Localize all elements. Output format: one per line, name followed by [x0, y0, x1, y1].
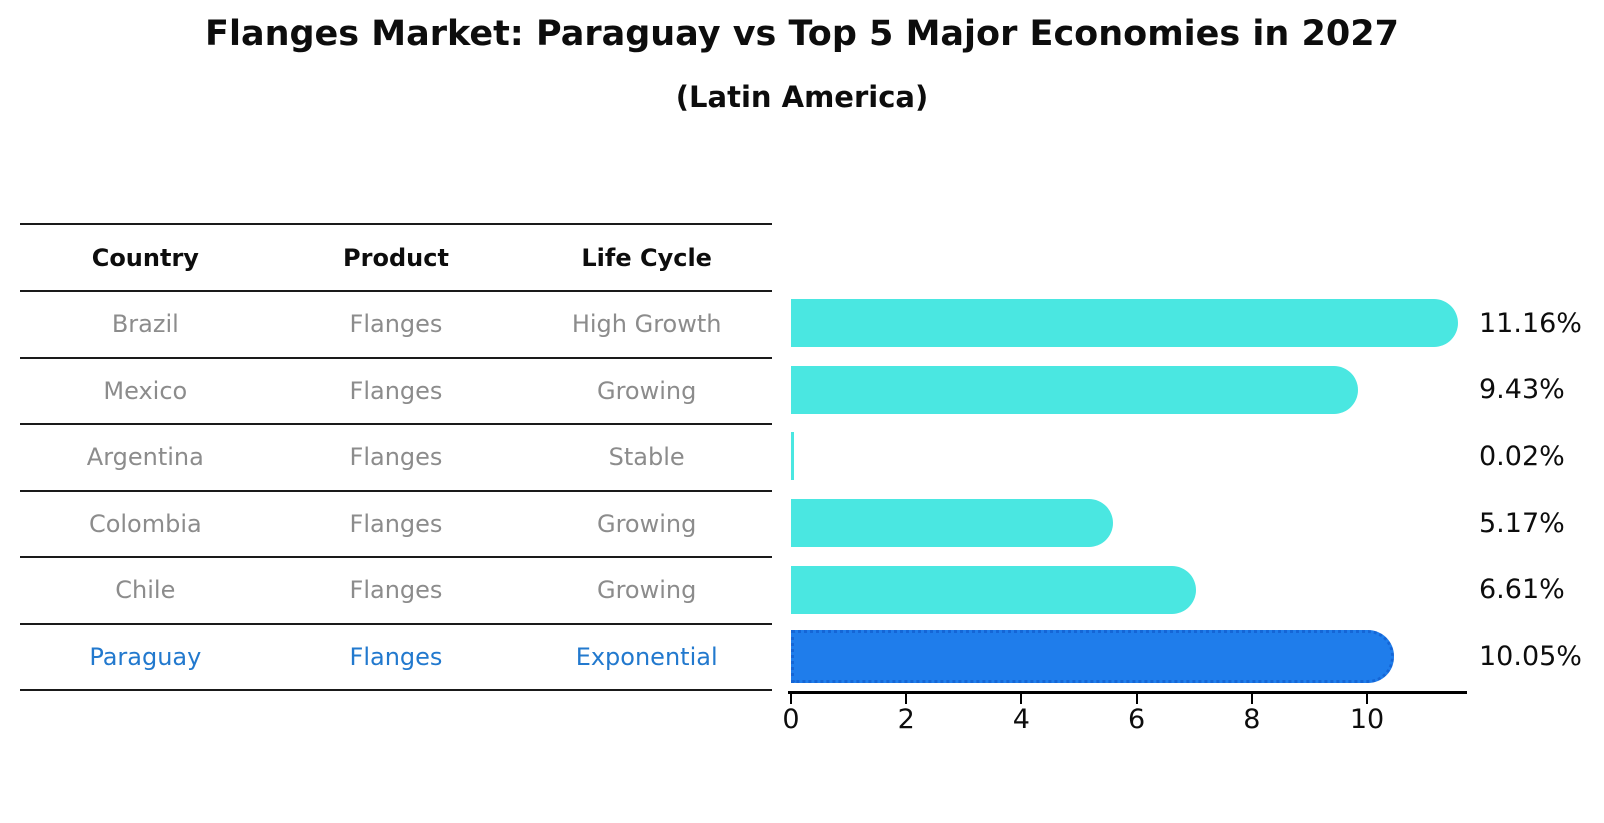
lifecycle-cell: Growing: [596, 376, 697, 405]
bar-paraguay: [791, 629, 1394, 683]
product-cell: Flanges: [349, 443, 443, 472]
country-cell: Argentina: [86, 443, 204, 472]
country-cell: Mexico: [103, 376, 188, 405]
country-cell: Colombia: [88, 509, 202, 538]
x-axis-tick: [790, 694, 792, 704]
x-axis-tick: [1020, 694, 1023, 704]
x-axis-tick-label: 2: [897, 704, 915, 735]
product-cell: Flanges: [349, 576, 443, 605]
x-axis-tick-label: 6: [1128, 704, 1146, 735]
bar-mexico: [791, 365, 1359, 414]
bar-row: [791, 423, 1467, 490]
table-row: Brazil Flanges High Growth: [20, 292, 772, 359]
value-label: 9.43%: [1479, 374, 1565, 406]
x-axis-tick: [905, 694, 908, 704]
bar-colombia: [791, 499, 1113, 548]
table-row: Colombia Flanges Growing: [20, 492, 772, 558]
x-axis-tick: [1250, 694, 1253, 704]
table-row: Argentina Flanges Stable: [20, 425, 772, 492]
lifecycle-cell: Growing: [596, 509, 697, 538]
x-axis-line: [788, 691, 1467, 694]
x-axis-tick: [1366, 694, 1368, 704]
country-cell: Chile: [115, 576, 176, 605]
value-label: 5.17%: [1479, 507, 1565, 539]
bar-chile: [791, 565, 1196, 614]
bar-row: [791, 357, 1467, 424]
country-cell: Paraguay: [89, 642, 202, 671]
table-row: Mexico Flanges Growing: [20, 359, 772, 425]
x-axis-tick: [1135, 694, 1138, 704]
bar-row: [791, 556, 1467, 623]
bar-argentina: [791, 432, 794, 481]
bar-row: [791, 623, 1467, 690]
table-row: Chile Flanges Growing: [20, 558, 772, 625]
x-axis-tick-label: 8: [1243, 704, 1261, 735]
table-header-country: Country: [91, 243, 199, 272]
lifecycle-cell: Growing: [596, 576, 697, 605]
bar-chart: 0 2 4 6 8 10: [782, 290, 1467, 760]
x-axis-tick-label: 10: [1349, 704, 1385, 735]
lifecycle-cell: Exponential: [575, 642, 718, 671]
table-header-lifecycle: Life Cycle: [581, 243, 712, 272]
value-label: 0.02%: [1479, 440, 1565, 472]
lifecycle-cell: High Growth: [571, 310, 722, 339]
x-axis-tick-label: 0: [782, 704, 800, 735]
value-labels: 11.16% 9.43% 0.02% 5.17% 6.61% 10.05%: [1479, 290, 1582, 690]
lifecycle-cell: Stable: [608, 443, 685, 472]
value-label: 10.05%: [1479, 640, 1582, 672]
bar-row: [791, 490, 1467, 557]
product-cell: Flanges: [349, 310, 443, 339]
bar-row: [791, 290, 1467, 357]
page-subtitle: (Latin America): [675, 80, 929, 114]
table-header-product: Product: [343, 243, 449, 272]
value-label: 11.16%: [1479, 307, 1582, 339]
value-label: 6.61%: [1479, 574, 1565, 606]
comparison-table: Country Product Life Cycle Brazil Flange…: [20, 223, 772, 691]
x-axis-tick-label: 4: [1012, 704, 1030, 735]
bar-brazil: [791, 299, 1458, 348]
table-header-row: Country Product Life Cycle: [20, 225, 772, 292]
country-cell: Brazil: [111, 310, 179, 339]
page-title: Flanges Market: Paraguay vs Top 5 Major …: [205, 14, 1399, 54]
product-cell: Flanges: [349, 509, 443, 538]
product-cell: Flanges: [349, 376, 443, 405]
product-cell: Flanges: [349, 642, 443, 671]
table-row-paraguay: Paraguay Flanges Exponential: [20, 625, 772, 691]
